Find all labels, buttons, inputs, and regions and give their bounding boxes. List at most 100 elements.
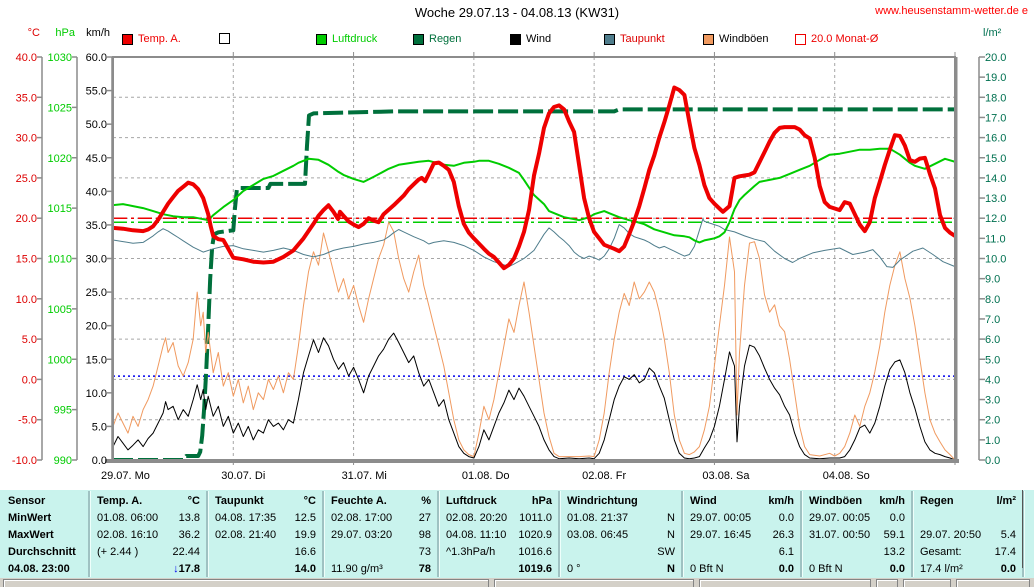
legend-item-temp-a[interactable]: Temp. A. <box>122 33 181 45</box>
website-link[interactable]: www.heusenstamm-wetter.de e <box>875 5 1028 17</box>
svg-text:02.08. Fr: 02.08. Fr <box>582 470 626 482</box>
row-label: MaxWert <box>8 528 54 541</box>
cell-value: 59.1 <box>883 528 905 541</box>
cell-value: 36.2 <box>178 528 200 541</box>
svg-text:1000: 1000 <box>48 354 72 366</box>
svg-text:13.0: 13.0 <box>985 193 1006 205</box>
legend-swatch-icon <box>413 33 424 45</box>
svg-text:-10.0: -10.0 <box>12 455 37 467</box>
column-separator <box>1022 491 1025 577</box>
cell-value: 17.4 <box>994 546 1016 559</box>
svg-text:1030: 1030 <box>48 52 72 64</box>
cell-datetime: 02.08. 20:20 <box>446 511 508 524</box>
column-separator <box>911 491 914 577</box>
cell-value: 26.3 <box>772 528 794 541</box>
svg-text:5.0: 5.0 <box>92 421 107 433</box>
legend-item-taupunkt[interactable]: Taupunkt <box>604 33 665 45</box>
svg-text:10.0: 10.0 <box>985 254 1006 266</box>
table-column-windb-en: Windböen km/h 29.07. 00:05 0.0 31.07. 00:50 5… <box>801 490 912 578</box>
cell-value: ↓17.8 <box>173 563 200 576</box>
cell-datetime: 29.07. 03:20 <box>331 528 393 541</box>
legend-item-wind[interactable]: Wind <box>510 33 551 45</box>
column-separator <box>206 491 209 577</box>
legend-label: Regen <box>429 33 462 45</box>
cell-datetime: 31.07. 00:50 <box>809 528 871 541</box>
column-header: Temp. A. <box>97 494 143 507</box>
panel-segment-5[interactable] <box>956 579 1030 587</box>
column-header: Taupunkt <box>215 494 264 507</box>
cell-value: 0.0 <box>778 511 794 524</box>
table-column-wind: Wind km/h 29.07. 00:05 0.0 29.07. 16:45 26.3 6… <box>682 490 801 578</box>
legend-item-windb-en[interactable]: Windböen <box>703 33 769 45</box>
svg-text:35.0: 35.0 <box>86 220 107 232</box>
legend-item-luftdruck[interactable]: Luftdruck <box>316 33 377 45</box>
cell-datetime: 0 ° <box>567 563 581 576</box>
axis-unit-temp: °C <box>28 27 40 39</box>
series-regen <box>113 107 955 460</box>
svg-text:1020: 1020 <box>48 153 72 165</box>
axis-unit-kmh: km/h <box>86 27 110 39</box>
y-axis-rain: 20.0 19.0 18.0 17.0 16.0 15.0 14.0 13.0 12.0 11.0… <box>978 27 1006 467</box>
column-unit: hPa <box>531 494 552 507</box>
row-label: Durchschnitt <box>8 546 76 559</box>
cell-datetime: (+ 2.44 ) <box>97 546 139 559</box>
legend-item-20-0-monat[interactable]: 20.0 Monat-Ø <box>795 33 878 45</box>
legend-item-regen[interactable]: Regen <box>413 33 461 45</box>
legend-label: Temp. A. <box>138 33 181 45</box>
panel-segment-2[interactable] <box>699 579 871 587</box>
svg-text:60.0: 60.0 <box>86 52 107 64</box>
cell-value: 1019.6 <box>518 563 552 576</box>
cell-value: 14.0 <box>294 563 316 576</box>
panel-segment-1[interactable] <box>494 579 694 587</box>
cell-datetime: 02.08. 16:10 <box>97 528 159 541</box>
cell-value: N <box>667 528 675 541</box>
panel-segment-3[interactable] <box>876 579 898 587</box>
table-right-edge <box>1022 490 1023 568</box>
svg-text:7.0: 7.0 <box>985 314 1000 326</box>
column-unit: km/h <box>879 494 905 507</box>
legend-swatch-icon <box>510 33 521 45</box>
svg-text:8.0: 8.0 <box>985 294 1000 306</box>
svg-text:9.0: 9.0 <box>985 274 1000 286</box>
svg-text:16.0: 16.0 <box>985 133 1006 145</box>
cell-value: N <box>667 563 675 576</box>
svg-text:50.0: 50.0 <box>86 119 107 131</box>
cell-datetime: 29.07. 20:50 <box>920 528 982 541</box>
table-column-taupunkt: Taupunkt °C 04.08. 17:35 12.5 02.08. 21:40 19… <box>207 490 323 578</box>
cell-value: 98 <box>418 528 431 541</box>
svg-text:1025: 1025 <box>48 102 72 114</box>
legend-swatch-icon <box>219 33 230 44</box>
bottom-panel-strip <box>0 578 1034 587</box>
cell-value: 5.4 <box>1000 528 1016 541</box>
panel-segment-0[interactable] <box>3 579 489 587</box>
legend-label: 20.0 Monat-Ø <box>811 33 879 45</box>
legend-swatch-icon <box>703 33 714 45</box>
column-header: Regen <box>920 494 954 507</box>
cell-value: 73 <box>418 546 431 559</box>
column-header: Windrichtung <box>567 494 638 507</box>
column-unit: °C <box>187 494 200 507</box>
svg-text:15.0: 15.0 <box>86 354 107 366</box>
column-unit: km/h <box>768 494 794 507</box>
table-column-windrichtung: Windrichtung 01.08. 21:37 N 03.08. 06:45 N SW… <box>559 490 682 578</box>
cell-datetime: 29.07. 00:05 <box>809 511 871 524</box>
axis-unit-rain: l/m² <box>983 27 1002 39</box>
svg-text:990: 990 <box>54 455 72 467</box>
plot-frame <box>105 52 959 465</box>
cell-datetime: 17.4 l/m² <box>920 563 963 576</box>
svg-text:55.0: 55.0 <box>86 86 107 98</box>
column-unit: °C <box>303 494 316 507</box>
column-separator <box>88 491 91 577</box>
panel-segment-4[interactable] <box>903 579 951 587</box>
legend-item-empty[interactable] <box>219 33 235 44</box>
svg-text:1015: 1015 <box>48 203 72 215</box>
row-label: Sensor <box>8 494 46 507</box>
cell-value: 1011.0 <box>519 511 552 524</box>
svg-text:15.0: 15.0 <box>16 254 37 266</box>
svg-text:14.0: 14.0 <box>985 173 1006 185</box>
trend-down-arrow-icon: ↓ <box>173 563 179 576</box>
table-row-label-column: Sensor MinWert MaxWert Durchschnitt 04.08. 2… <box>0 490 89 578</box>
svg-text:3.0: 3.0 <box>985 395 1000 407</box>
svg-text:15.0: 15.0 <box>985 153 1006 165</box>
svg-text:17.0: 17.0 <box>985 112 1006 124</box>
